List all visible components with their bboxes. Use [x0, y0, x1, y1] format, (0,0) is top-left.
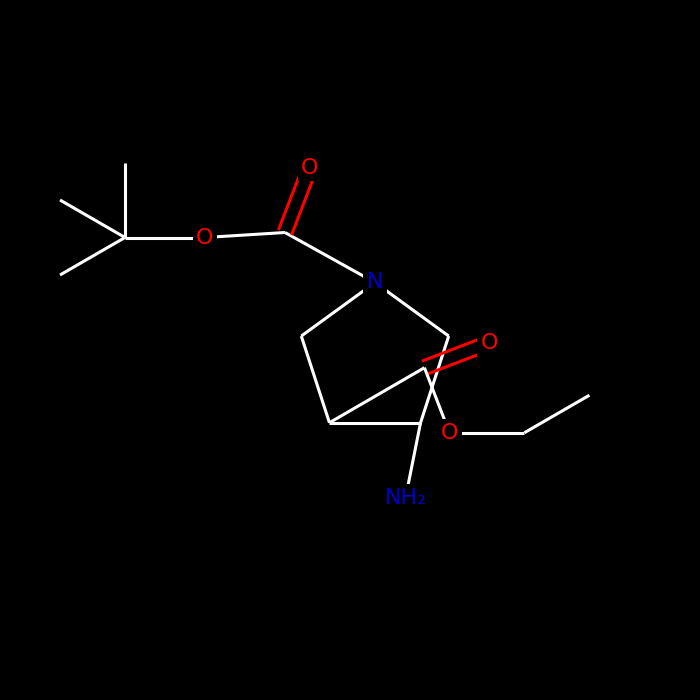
Text: N: N	[367, 272, 384, 293]
Text: O: O	[481, 332, 498, 353]
Text: O: O	[441, 423, 458, 442]
Text: NH₂: NH₂	[384, 488, 426, 508]
Text: O: O	[301, 158, 318, 178]
Text: O: O	[196, 228, 214, 248]
